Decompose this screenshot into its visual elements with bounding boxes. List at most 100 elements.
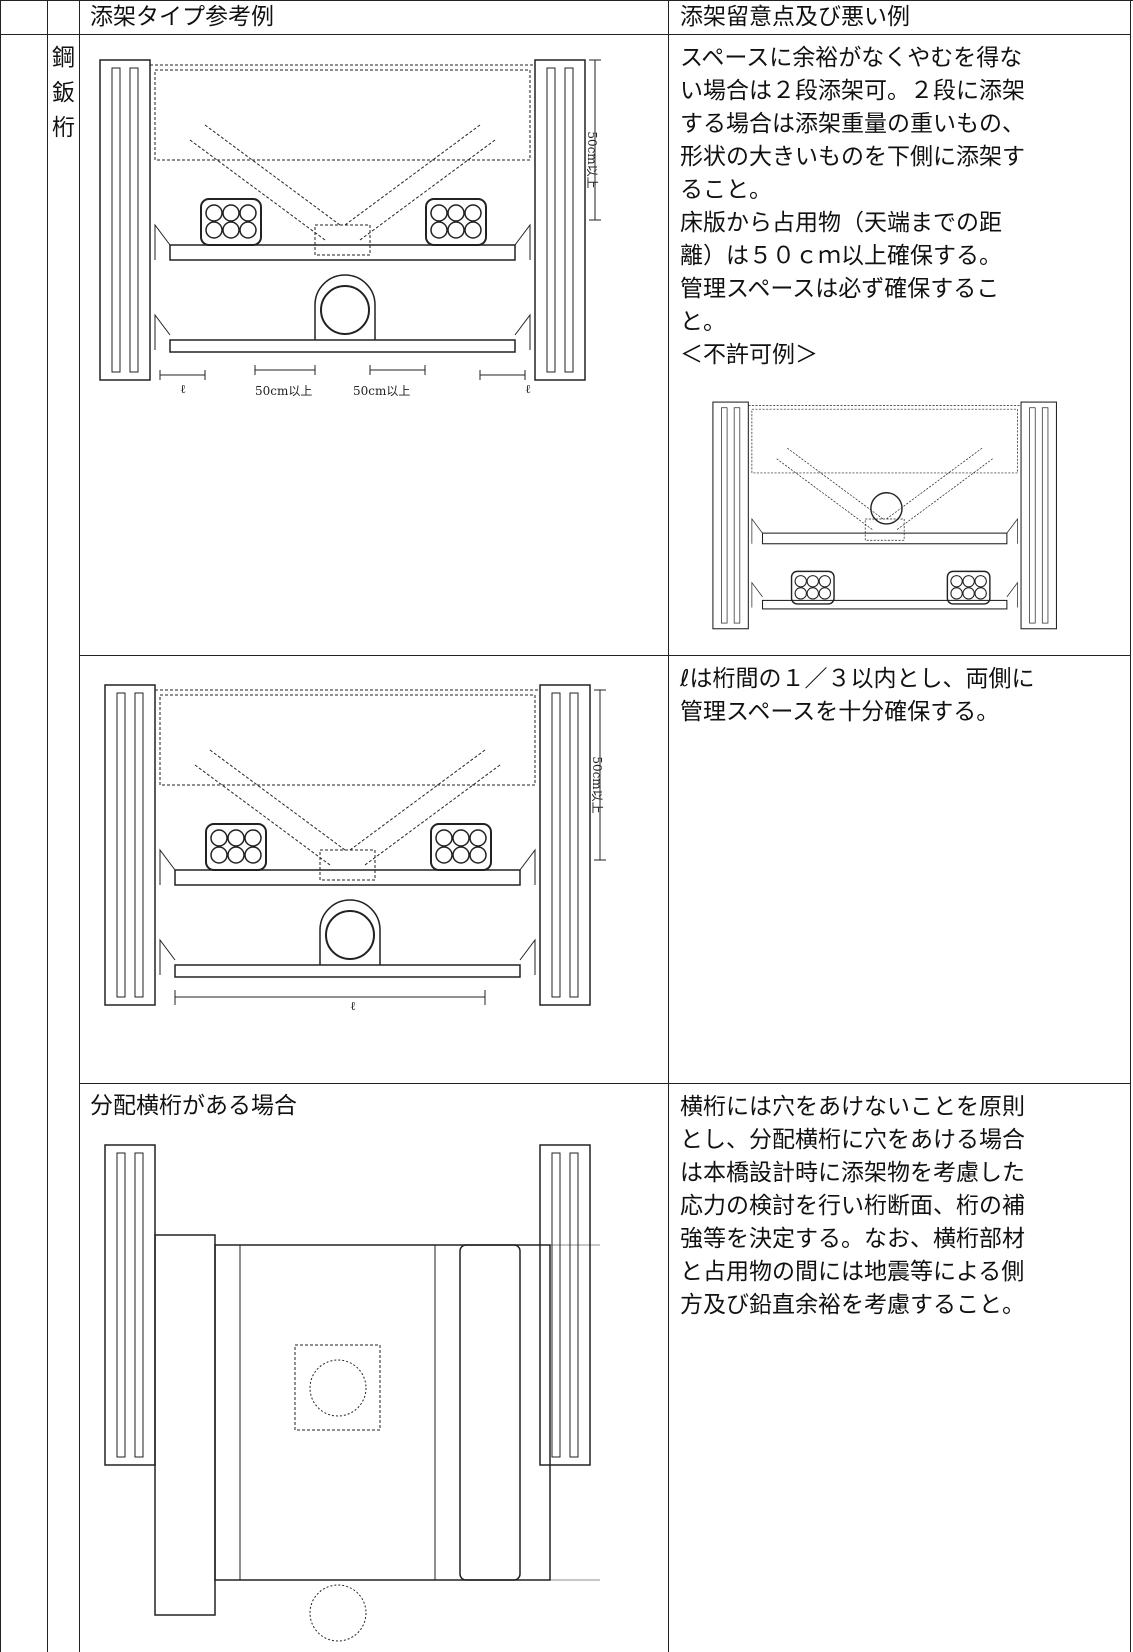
note-line: 形状の大きいものを下側に添架す (680, 144, 1025, 170)
note-line: スペースに余裕がなくやむを得な (680, 45, 1023, 71)
border (0, 0, 1, 1652)
shape (294, 1344, 381, 1431)
shape (169, 244, 516, 261)
shape (104, 684, 156, 1006)
shape (309, 1359, 367, 1417)
note-line: 方及び鉛直余裕を考慮すること。 (680, 1292, 1025, 1318)
shape (864, 518, 905, 541)
dim-label: 50cm以上 (585, 131, 599, 188)
diagram: 50cm以上 ℓ (104, 684, 606, 1013)
shape (154, 69, 531, 161)
shape (751, 408, 1018, 474)
shape (205, 204, 223, 222)
shape (452, 846, 470, 864)
shape (239, 204, 257, 222)
note-line: ること。 (680, 177, 772, 203)
note-line: と占用物の間には地震等による側 (680, 1259, 1025, 1285)
caption: 分配横桁がある場合 (90, 1093, 297, 1119)
dim-label: ℓ (180, 382, 186, 396)
shape (806, 575, 819, 588)
side-label: 鋼 (52, 45, 75, 71)
shape (539, 1144, 591, 1466)
shape (319, 899, 381, 965)
shape (818, 575, 832, 588)
shape (227, 829, 245, 847)
shape (469, 846, 487, 864)
shape (712, 401, 749, 630)
shape (459, 1244, 521, 1581)
border (79, 655, 1131, 656)
note-line: は本橋設計時に添架物を考慮した (680, 1160, 1025, 1186)
border (0, 0, 1133, 1)
border (0, 34, 1131, 35)
shape (751, 517, 1018, 608)
shape (870, 492, 903, 525)
shape (447, 221, 465, 239)
note: ℓは桁間の１／３以内とし、両側に 管理スペースを十分確保する。 (680, 663, 1035, 729)
dim-label: ℓ (525, 382, 531, 396)
shape (464, 221, 482, 239)
shape (205, 221, 223, 239)
note-line: 管理スペースを十分確保する。 (680, 699, 1000, 725)
shape (794, 575, 807, 588)
shape (430, 221, 448, 239)
shape (435, 846, 453, 864)
shape (1029, 407, 1036, 624)
shape (154, 1234, 216, 1616)
shape (116, 692, 126, 998)
note-line: ＜不許可例＞ (680, 342, 818, 368)
diagram: 50cm以上 ℓ ℓ 50cm以上 50cm以上 (99, 59, 601, 398)
shape (818, 587, 832, 600)
shape (325, 910, 375, 960)
shape (721, 407, 728, 624)
border (1130, 0, 1131, 1652)
note: スペースに余裕がなくやむを得な い場合は２段添架可。２段に添架 する場合は添架重量の… (680, 42, 1025, 372)
side-label: 桁 (52, 115, 75, 141)
shape (569, 692, 579, 998)
shape (464, 204, 482, 222)
note-line: 管理スペースは必ず確保するこ (680, 276, 1000, 302)
shape (452, 829, 470, 847)
header: 添架タイプ参考例 (90, 4, 274, 30)
shape (111, 67, 121, 373)
shape (159, 694, 536, 786)
shape (794, 587, 807, 600)
shape (214, 1244, 551, 1581)
shape (594, 689, 606, 861)
note-line: ℓは桁間の１／３以内とし、両側に (680, 666, 1035, 692)
note: 横桁には穴をあけないことを原則 とし、分配横桁に穴をあける場合 は本橋設計時に添架物… (680, 1091, 1025, 1322)
dim-label: 50cm以上 (255, 384, 312, 398)
shape (430, 204, 448, 222)
shape (435, 829, 453, 847)
shape (569, 1152, 579, 1458)
shape (551, 1152, 561, 1458)
shape (1020, 401, 1057, 630)
shape (534, 59, 586, 381)
shape (469, 829, 487, 847)
shape (159, 365, 526, 380)
shape (99, 59, 151, 381)
note-line: とし、分配横桁に穴をあける場合 (680, 1127, 1025, 1153)
shape (974, 575, 987, 588)
shape (154, 223, 531, 350)
shape (962, 587, 975, 600)
shape (319, 849, 376, 881)
shape (761, 532, 1008, 545)
shape (950, 587, 963, 600)
shape (539, 684, 591, 1006)
header: 添架留意点及び悪い例 (680, 4, 910, 30)
note-line: 離）は５０ｃｍ以上確保する。 (680, 243, 1002, 269)
shape (733, 407, 741, 624)
dim-label: ℓ (350, 999, 356, 1013)
shape (447, 204, 465, 222)
shape (174, 964, 521, 978)
dim-label: 50cm以上 (590, 756, 604, 813)
note-line: 強等を決定する。なお、横桁部材 (680, 1226, 1025, 1252)
shape (551, 692, 561, 998)
shape (134, 692, 144, 998)
shape (1041, 407, 1049, 624)
note-line: する場合は添架重量の重いもの、 (680, 111, 1025, 137)
shape (806, 587, 819, 600)
diagram (104, 1144, 600, 1642)
